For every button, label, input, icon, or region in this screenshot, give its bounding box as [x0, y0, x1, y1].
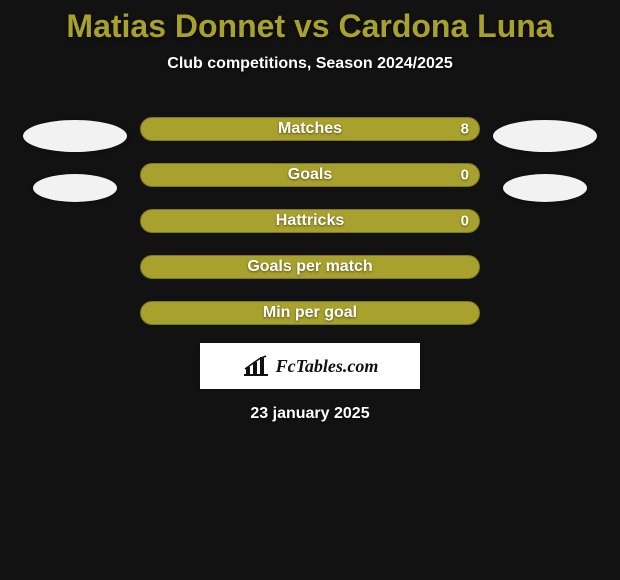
- stat-value-right: 0: [461, 167, 469, 184]
- stat-label: Goals: [288, 166, 332, 184]
- stat-label: Goals per match: [247, 258, 372, 276]
- comparison-card: Matias Donnet vs Cardona Luna Club compe…: [0, 0, 620, 580]
- stats-area: Matches 8 Goals 0 Hattricks 0 Goals per match M…: [0, 113, 620, 325]
- right-avatar-ellipse-0: [480, 113, 610, 159]
- stat-row-goals_per_match: Goals per match: [140, 255, 480, 279]
- stat-row-hattricks: Hattricks 0: [140, 209, 480, 233]
- left-avatar-ellipse-1: [10, 165, 140, 211]
- stat-label: Min per goal: [263, 304, 357, 322]
- ellipse-shape: [493, 120, 597, 152]
- page-title: Matias Donnet vs Cardona Luna: [0, 0, 620, 45]
- stat-value-right: 8: [461, 121, 469, 138]
- stat-row-goals: Goals 0: [140, 163, 480, 187]
- stat-row-min_per_goal: Min per goal: [140, 301, 480, 325]
- stat-bars: Matches 8 Goals 0 Hattricks 0 Goals per match M…: [140, 113, 480, 325]
- stat-value-right: 0: [461, 213, 469, 230]
- stat-label: Matches: [278, 120, 342, 138]
- left-avatar-col: [10, 113, 140, 211]
- stat-row-matches: Matches 8: [140, 117, 480, 141]
- ellipse-shape: [23, 120, 127, 152]
- ellipse-shape: [503, 174, 587, 202]
- date-text: 23 january 2025: [0, 405, 620, 423]
- stat-label: Hattricks: [276, 212, 344, 230]
- right-avatar-ellipse-1: [480, 165, 610, 211]
- ellipse-shape: [33, 174, 117, 202]
- right-avatar-col: [480, 113, 610, 211]
- logo-box: FcTables.com: [200, 343, 420, 389]
- bar-chart-icon: [242, 355, 270, 377]
- logo-inner: FcTables.com: [242, 355, 379, 377]
- subtitle: Club competitions, Season 2024/2025: [0, 55, 620, 73]
- logo-text: FcTables.com: [276, 356, 379, 377]
- left-avatar-ellipse-0: [10, 113, 140, 159]
